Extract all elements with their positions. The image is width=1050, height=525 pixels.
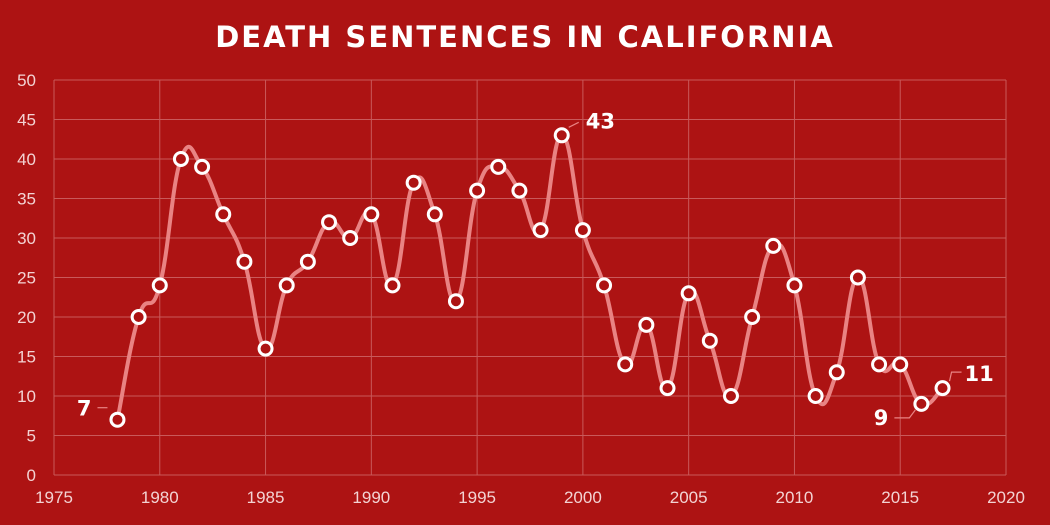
data-point [871, 356, 888, 373]
data-point [384, 277, 401, 294]
chart-title: DEATH SENTENCES IN CALIFORNIA [215, 20, 835, 54]
data-point [786, 277, 803, 294]
data-point [680, 285, 697, 302]
y-tick-label: 20 [17, 308, 36, 327]
data-point [596, 277, 613, 294]
x-tick-label: 2010 [776, 488, 814, 507]
x-tick-label: 1995 [458, 488, 496, 507]
data-point [405, 174, 422, 191]
callout-leader [948, 371, 962, 382]
y-tick-label: 45 [17, 111, 36, 130]
data-point [215, 206, 232, 223]
y-tick-label: 25 [17, 269, 36, 288]
y-tick-label: 15 [17, 348, 36, 367]
data-point [363, 206, 380, 223]
data-point [892, 356, 909, 373]
data-point [913, 395, 930, 412]
data-point [617, 356, 634, 373]
data-point [194, 158, 211, 175]
y-tick-label: 40 [17, 150, 36, 169]
x-tick-label: 1980 [141, 488, 179, 507]
data-point [765, 237, 782, 254]
data-callout-label: 11 [965, 362, 994, 386]
data-point [151, 277, 168, 294]
y-tick-label: 5 [27, 427, 36, 446]
x-tick-label: 2005 [670, 488, 708, 507]
callout-leader [568, 121, 580, 128]
y-axis: 0 5 10 15 20 25 30 35 40 45 50 [17, 71, 36, 485]
data-point [447, 293, 464, 310]
data-points [109, 127, 951, 428]
data-point [257, 340, 274, 357]
data-point [490, 158, 507, 175]
data-point [722, 388, 739, 404]
x-tick-label: 2020 [987, 488, 1025, 507]
x-axis: 1975 1980 1985 1990 1995 2000 2005 2010 2015 2020 [35, 488, 1025, 507]
data-point [109, 411, 126, 428]
data-point [130, 309, 147, 325]
y-tick-label: 50 [17, 71, 36, 90]
x-tick-label: 1990 [352, 488, 390, 507]
data-point [321, 214, 338, 231]
data-point [469, 182, 486, 199]
data-point [574, 222, 591, 239]
data-point [659, 380, 676, 397]
data-point [172, 151, 189, 167]
data-point [807, 388, 824, 404]
y-tick-label: 35 [17, 190, 36, 209]
data-point [511, 182, 528, 199]
data-callout-label: 7 [77, 397, 92, 421]
x-tick-label: 2000 [564, 488, 602, 507]
x-tick-label: 1975 [35, 488, 73, 507]
data-callout-label: 9 [874, 406, 889, 430]
y-tick-label: 0 [27, 466, 36, 485]
data-point [278, 277, 295, 294]
callout-leaders [97, 121, 962, 419]
data-point [553, 127, 570, 144]
x-tick-label: 1985 [247, 488, 285, 507]
y-tick-label: 10 [17, 387, 36, 406]
data-callout-label: 43 [586, 109, 615, 133]
data-point [299, 253, 316, 270]
data-point [849, 269, 866, 286]
data-point [532, 222, 549, 239]
data-point [638, 316, 655, 333]
data-point [236, 253, 253, 270]
callout-leader [894, 409, 916, 419]
data-point [934, 380, 951, 397]
data-point [744, 309, 761, 325]
data-callouts: 7 43 9 11 [77, 109, 994, 430]
data-point [342, 230, 359, 246]
data-point [426, 206, 443, 223]
data-point [828, 364, 845, 381]
x-tick-label: 2015 [881, 488, 919, 507]
y-tick-label: 30 [17, 229, 36, 248]
data-point [701, 332, 718, 349]
